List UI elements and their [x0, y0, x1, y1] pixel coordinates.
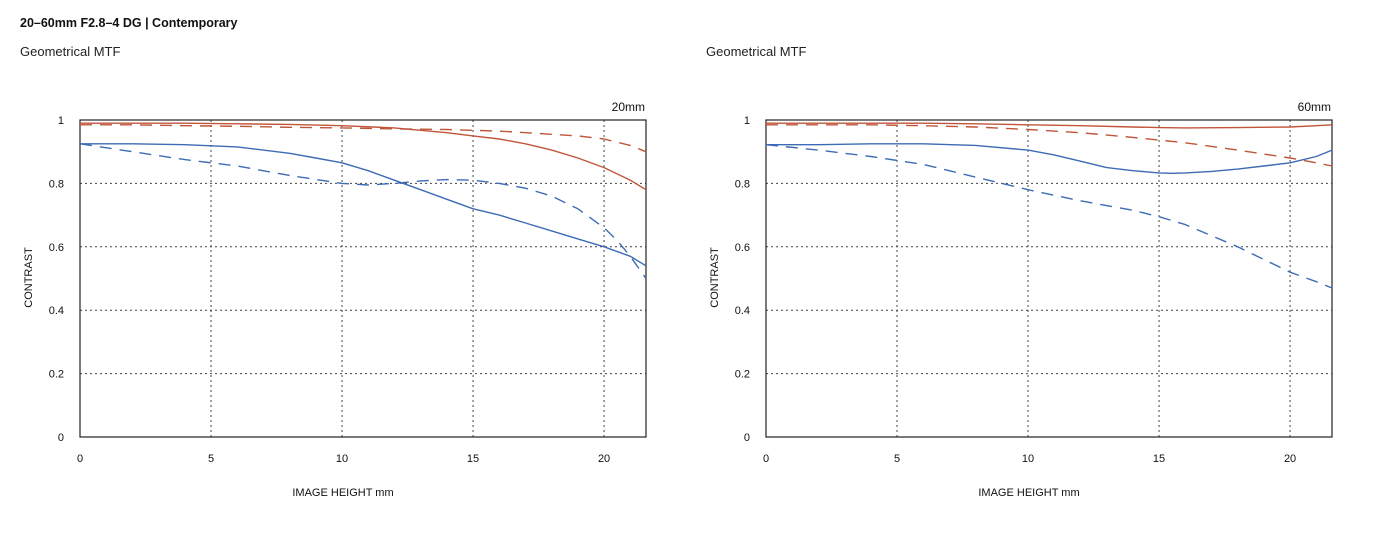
x-axis-label: IMAGE HEIGHT mm: [292, 487, 393, 499]
y-tick-label: 0.8: [735, 178, 750, 190]
plot-frame: [79, 119, 647, 438]
focal-length-label: 20mm: [612, 100, 645, 114]
x-tick-label: 20: [1284, 453, 1296, 465]
mtf-chart-20mm: 0 5 10 15 20 0 0.2 0.4 0.6 0.8 1 IMAGE HEIGHT mm CON…: [23, 100, 647, 499]
y-tick-label: 0: [58, 432, 64, 444]
mtf-series-line-1: [80, 122, 647, 191]
page-title: 20–60mm F2.8–4 DG | Contemporary: [20, 16, 238, 30]
chart-heading-20mm: Geometrical MTF: [20, 44, 121, 59]
x-tick-label: 5: [894, 453, 900, 465]
plot-frame: [765, 119, 1333, 438]
x-tick-label: 10: [1022, 453, 1034, 465]
x-tick-label: 0: [77, 453, 83, 465]
x-axis-label: IMAGE HEIGHT mm: [978, 487, 1079, 499]
mtf-series-line-4: [765, 144, 1333, 289]
x-tick-label: 15: [1153, 453, 1165, 465]
y-tick-label: 0.4: [735, 305, 750, 317]
mtf-series-line-3: [766, 143, 1333, 174]
x-tick-label: 5: [208, 453, 214, 465]
chart-heading-60mm: Geometrical MTF: [706, 44, 807, 59]
mtf-series-line-2: [766, 124, 1333, 167]
mtf-chart-60mm: 0 5 10 15 20 0 0.2 0.4 0.6 0.8 1 IMAGE HEIGHT mm CON…: [709, 100, 1333, 499]
y-tick-label: 0: [744, 432, 750, 444]
y-tick-label: 1: [744, 115, 750, 127]
focal-length-label: 60mm: [1298, 100, 1331, 114]
y-tick-label: 0.6: [735, 242, 750, 254]
y-tick-label: 1: [58, 115, 64, 127]
y-tick-label: 0.4: [49, 305, 64, 317]
x-tick-label: 10: [336, 453, 348, 465]
y-axis-label: CONTRAST: [709, 247, 721, 308]
x-tick-label: 20: [598, 453, 610, 465]
x-tick-label: 0: [763, 453, 769, 465]
y-tick-label: 0.6: [49, 242, 64, 254]
mtf-series-line-3: [80, 143, 647, 267]
mtf-series-line-1: [766, 122, 1333, 129]
y-tick-label: 0.2: [49, 369, 64, 381]
y-tick-label: 0.8: [49, 178, 64, 190]
mtf-series-line-4: [79, 143, 647, 279]
y-axis-label: CONTRAST: [23, 247, 35, 308]
y-tick-label: 0.2: [735, 369, 750, 381]
x-tick-label: 15: [467, 453, 479, 465]
mtf-series-line-2: [80, 124, 647, 153]
